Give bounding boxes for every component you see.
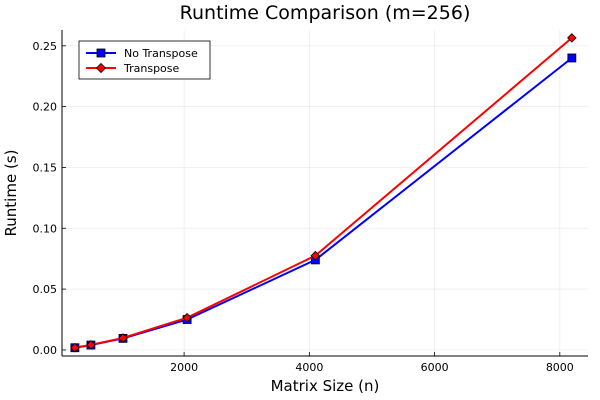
data-point-no-transpose	[567, 53, 577, 63]
x-tick-label: 2000	[170, 361, 198, 374]
series-group	[70, 33, 577, 353]
legend-label-no-transpose: No Transpose	[124, 47, 198, 60]
legend-marker-transpose	[95, 62, 107, 74]
y-tick-label: 0.10	[33, 222, 58, 235]
y-tick-label: 0.00	[33, 344, 58, 357]
data-point-transpose	[70, 342, 80, 353]
data-point-transpose	[118, 333, 128, 343]
plot-frame	[61, 30, 588, 357]
legend-label-transpose: Transpose	[123, 62, 180, 75]
legend-marker-no-transpose	[96, 48, 106, 58]
grid	[62, 30, 588, 356]
y-tick-label: 0.25	[33, 40, 58, 53]
series-transpose	[70, 33, 577, 353]
y-tick-label: 0.20	[33, 101, 58, 114]
y-ticks: 0.00 0.05 0.10 0.15 0.20 0.25	[33, 40, 66, 357]
chart-title: Runtime Comparison (m=256)	[180, 2, 471, 24]
data-point-transpose	[86, 340, 96, 350]
x-tick-label: 4000	[295, 361, 323, 374]
x-tick-label: 6000	[421, 361, 449, 374]
series-line-transpose	[74, 37, 573, 349]
data-point-transpose	[310, 250, 321, 261]
data-point-transpose	[182, 312, 192, 323]
y-tick-label: 0.15	[33, 161, 58, 174]
x-ticks: 2000 4000 6000 8000	[170, 352, 574, 374]
y-tick-label: 0.05	[33, 283, 58, 296]
x-axis-label: Matrix Size (n)	[271, 377, 380, 395]
x-tick-label: 8000	[546, 361, 574, 374]
data-point-transpose	[567, 33, 577, 43]
legend: No Transpose Transpose	[78, 40, 211, 80]
y-axis-label: Runtime (s)	[2, 150, 20, 237]
